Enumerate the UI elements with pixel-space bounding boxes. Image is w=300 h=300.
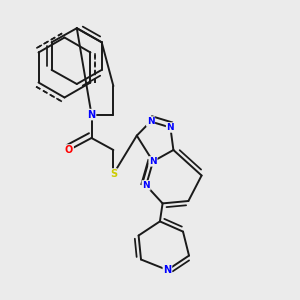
Text: N: N bbox=[163, 265, 172, 275]
Text: N: N bbox=[149, 157, 157, 166]
Text: N: N bbox=[142, 181, 150, 190]
Text: N: N bbox=[147, 117, 154, 126]
Text: N: N bbox=[87, 110, 96, 120]
Text: O: O bbox=[65, 145, 73, 155]
Text: N: N bbox=[167, 123, 174, 132]
Text: S: S bbox=[110, 169, 117, 179]
